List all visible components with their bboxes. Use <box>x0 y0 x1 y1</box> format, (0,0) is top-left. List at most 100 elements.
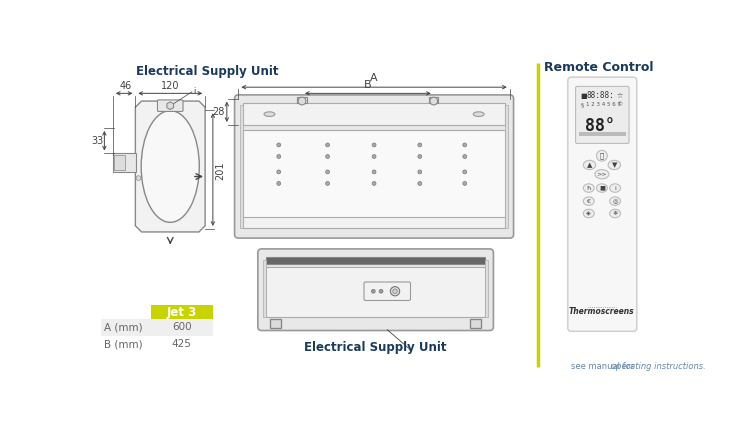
Text: ◈: ◈ <box>586 211 591 216</box>
FancyBboxPatch shape <box>576 86 629 143</box>
Bar <box>429 97 439 103</box>
Bar <box>579 132 626 136</box>
Circle shape <box>277 181 280 185</box>
Bar <box>243 103 505 125</box>
FancyBboxPatch shape <box>364 282 410 300</box>
Circle shape <box>418 181 421 185</box>
Text: 88°: 88° <box>585 117 615 136</box>
Bar <box>270 319 281 328</box>
Circle shape <box>418 155 421 159</box>
Bar <box>243 130 505 221</box>
Text: B (mm): B (mm) <box>105 340 143 349</box>
Text: A (mm): A (mm) <box>105 323 143 332</box>
Bar <box>243 217 505 228</box>
Circle shape <box>326 170 329 174</box>
Bar <box>263 261 266 317</box>
Circle shape <box>430 97 438 105</box>
Text: Remote Control: Remote Control <box>544 62 654 74</box>
Circle shape <box>372 155 376 159</box>
Text: Electrical Supply Unit: Electrical Supply Unit <box>137 65 279 78</box>
Bar <box>100 336 213 353</box>
Text: i: i <box>614 186 616 190</box>
Bar <box>240 105 243 228</box>
Circle shape <box>463 181 467 185</box>
Text: ©: © <box>617 102 623 108</box>
Text: ⏻: ⏻ <box>600 153 604 159</box>
Text: 201: 201 <box>215 162 226 180</box>
Text: 33: 33 <box>91 136 104 146</box>
Ellipse shape <box>583 160 596 170</box>
Polygon shape <box>135 101 205 232</box>
Circle shape <box>463 155 467 159</box>
Circle shape <box>418 170 421 174</box>
Text: ◎: ◎ <box>612 198 618 204</box>
Text: 1 2 3 4 5 6 7: 1 2 3 4 5 6 7 <box>586 102 622 108</box>
Ellipse shape <box>610 184 620 192</box>
Text: ▼: ▼ <box>611 162 617 168</box>
Circle shape <box>326 155 329 159</box>
Bar <box>266 268 485 271</box>
FancyBboxPatch shape <box>568 77 637 331</box>
FancyBboxPatch shape <box>234 95 513 238</box>
Circle shape <box>372 181 376 185</box>
Circle shape <box>371 289 375 293</box>
Text: ■: ■ <box>599 186 605 190</box>
Bar <box>266 266 485 317</box>
Bar <box>505 105 508 228</box>
Text: B: B <box>364 80 372 90</box>
Text: see manual for: see manual for <box>571 362 637 371</box>
Circle shape <box>379 289 383 293</box>
Text: ▲: ▲ <box>587 162 592 168</box>
Bar <box>114 155 125 170</box>
Ellipse shape <box>608 160 620 170</box>
Bar <box>151 305 213 319</box>
Text: §: § <box>580 102 583 108</box>
Circle shape <box>418 143 421 147</box>
Bar <box>470 319 481 328</box>
Circle shape <box>277 170 280 174</box>
Text: ■: ■ <box>580 93 587 99</box>
Text: A: A <box>370 74 378 83</box>
Circle shape <box>372 170 376 174</box>
Text: Thermoscreens: Thermoscreens <box>569 307 634 316</box>
Bar <box>266 258 485 264</box>
Circle shape <box>136 176 141 180</box>
Circle shape <box>463 143 467 147</box>
Circle shape <box>372 143 376 147</box>
Ellipse shape <box>583 209 594 218</box>
Text: 28: 28 <box>212 107 225 117</box>
Circle shape <box>390 286 400 296</box>
Ellipse shape <box>610 209 620 218</box>
Text: 600: 600 <box>172 323 191 332</box>
Ellipse shape <box>583 197 594 205</box>
Text: ❄: ❄ <box>612 211 618 216</box>
Ellipse shape <box>595 170 609 179</box>
Text: 425: 425 <box>172 340 192 349</box>
Circle shape <box>326 181 329 185</box>
Circle shape <box>277 143 280 147</box>
Circle shape <box>597 150 608 161</box>
Bar <box>100 319 213 336</box>
Bar <box>485 261 488 317</box>
Text: >>: >> <box>597 172 607 177</box>
Text: 88:88:: 88:88: <box>586 91 614 100</box>
Text: Electrical Supply Unit: Electrical Supply Unit <box>304 341 447 354</box>
Ellipse shape <box>610 197 620 205</box>
Text: Jet 3: Jet 3 <box>167 306 197 318</box>
Circle shape <box>463 170 467 174</box>
FancyBboxPatch shape <box>257 249 493 331</box>
Text: ħ: ħ <box>587 186 591 190</box>
Ellipse shape <box>141 110 200 222</box>
Text: €: € <box>587 198 591 204</box>
Circle shape <box>393 289 397 294</box>
Ellipse shape <box>583 184 594 192</box>
Circle shape <box>326 143 329 147</box>
Bar <box>298 97 306 103</box>
Ellipse shape <box>264 112 275 116</box>
Text: 120: 120 <box>161 81 180 91</box>
Text: ☆: ☆ <box>617 93 623 99</box>
Circle shape <box>277 155 280 159</box>
Text: i: i <box>194 87 196 96</box>
Bar <box>113 153 136 172</box>
Circle shape <box>298 97 306 105</box>
